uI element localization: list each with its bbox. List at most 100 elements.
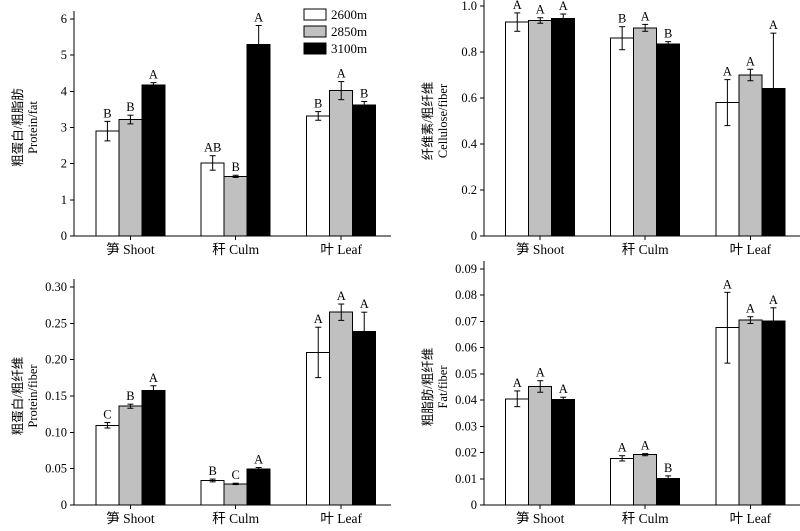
significance-letter: A [723,65,732,79]
significance-letter: A [769,18,778,32]
y-axis-label-en: Fat/fiber [436,365,450,409]
legend-swatch-2850m [303,25,327,38]
y-tick-label: 0.20 [45,353,67,367]
bar-2600m-2 [610,457,635,506]
bar-3100m-2 [246,468,271,506]
significance-letter: A [337,289,346,303]
bar-2600m-1 [95,424,120,506]
y-tick-label: 0.30 [45,280,67,294]
y-axis-label-cn: 纤维素/粗纤维 [421,82,435,160]
y-tick-label: 3 [61,121,67,135]
significance-letter: B [126,100,134,114]
significance-letter: A [513,376,522,390]
significance-letter: B [208,464,216,478]
bar-3100m-3 [761,320,786,506]
bar-2850m-2 [223,483,248,506]
significance-letter: A [149,68,158,82]
significance-letter: A [723,277,732,291]
y-tick-label: 0.08 [455,288,477,302]
significance-letter: B [664,27,672,41]
significance-letter: A [618,441,627,455]
chart-panel-4: 0 0.01 0.02 0.03 0.04 0.05 0.06 0.07 0.08 0.09 粗脂肪… [420,261,800,526]
y-tick-label: 0.05 [455,367,477,381]
bar-2600m-2 [610,37,635,237]
y-tick-label: 0.15 [45,389,67,403]
y-tick-label: 0 [471,229,477,243]
x-category-label: 叶 Leaf [320,242,362,257]
legend: 2600m 2850m 3100m [303,7,367,56]
bar-3100m-1 [551,398,576,506]
y-tick-label: 2 [61,157,67,171]
significance-letter: A [641,439,650,453]
bar-3100m-2 [246,43,271,237]
bar-3100m-1 [551,18,576,237]
significance-letter: A [536,366,545,380]
bar-2850m-2 [223,175,248,237]
bar-2850m-1 [118,119,143,237]
y-tick-label: 0 [61,498,67,512]
y-tick-label: 0.07 [455,314,477,328]
chart-panel-2: 0 0.2 0.4 0.6 0.8 1.0 纤维素/粗纤维 Cellulose/fiber 笋 … [421,0,800,257]
y-tick-label: 0.02 [455,446,477,460]
x-category-label: 叶 Leaf [730,511,772,526]
significance-letter: A [149,371,158,385]
y-tick-label: 0.4 [461,137,477,151]
y-tick-label: 0.03 [455,419,477,433]
bar-2850m-1 [528,385,553,506]
bar-2850m-1 [118,405,143,506]
significance-letter: A [746,54,755,68]
y-axis-label-cn: 粗蛋白/粗纤维 [10,357,25,435]
bar-2850m-3 [329,90,354,237]
significance-letter: B [314,97,322,111]
legend-swatch-2600m [303,8,327,21]
y-tick-label: 1.0 [461,0,477,13]
y-axis-label-en: Protein/fat [26,101,40,154]
significance-letter: A [769,293,778,307]
y-tick-label: 0.6 [461,91,477,105]
y-tick-label: 0.04 [455,393,478,407]
significance-letter: B [360,86,368,100]
y-tick-label: 4 [61,84,68,98]
x-category-label: 秆 Culm [622,511,669,526]
y-tick-label: 0.2 [461,183,477,197]
bar-3100m-1 [141,84,166,237]
x-category-label: 秆 Culm [212,511,259,526]
significance-letter: A [559,0,568,13]
bar-2600m-3 [306,115,331,237]
legend-label-2600m: 2600m [331,7,367,22]
bar-2600m-1 [505,398,530,506]
bar-3100m-3 [352,330,377,506]
bar-2850m-3 [738,74,763,237]
y-tick-label: 0.25 [45,316,67,330]
bar-2600m-2 [200,162,225,237]
significance-letter: A [254,11,263,25]
significance-letter: A [513,0,522,12]
significance-letter: AB [204,141,221,155]
significance-letter: C [231,468,239,482]
bar-2850m-2 [633,27,658,237]
y-tick-label: 6 [61,12,67,26]
x-category-label: 秆 Culm [622,242,669,257]
bar-3100m-3 [352,104,377,237]
significance-letter: B [126,389,134,403]
bar-2600m-1 [95,130,120,237]
significance-letter: B [664,461,672,475]
x-category-label: 叶 Leaf [730,242,772,257]
x-category-label: 叶 Leaf [320,511,362,526]
y-axis-label-cn: 粗脂肪/粗纤维 [420,348,435,426]
x-category-label: 笋 Shoot [106,241,155,257]
bar-2600m-2 [200,479,225,506]
significance-letter: A [360,297,369,311]
bar-2850m-1 [528,19,553,237]
significance-letter: A [559,382,568,396]
significance-letter: A [254,453,263,467]
legend-swatch-3100m [303,42,327,55]
y-tick-label: 0.05 [45,462,67,476]
significance-letter: C [103,408,111,422]
y-tick-label: 0 [61,229,67,243]
y-axis-label-en: Protein/fiber [26,364,40,428]
bar-3100m-2 [656,478,681,506]
legend-label-2850m: 2850m [331,24,367,39]
